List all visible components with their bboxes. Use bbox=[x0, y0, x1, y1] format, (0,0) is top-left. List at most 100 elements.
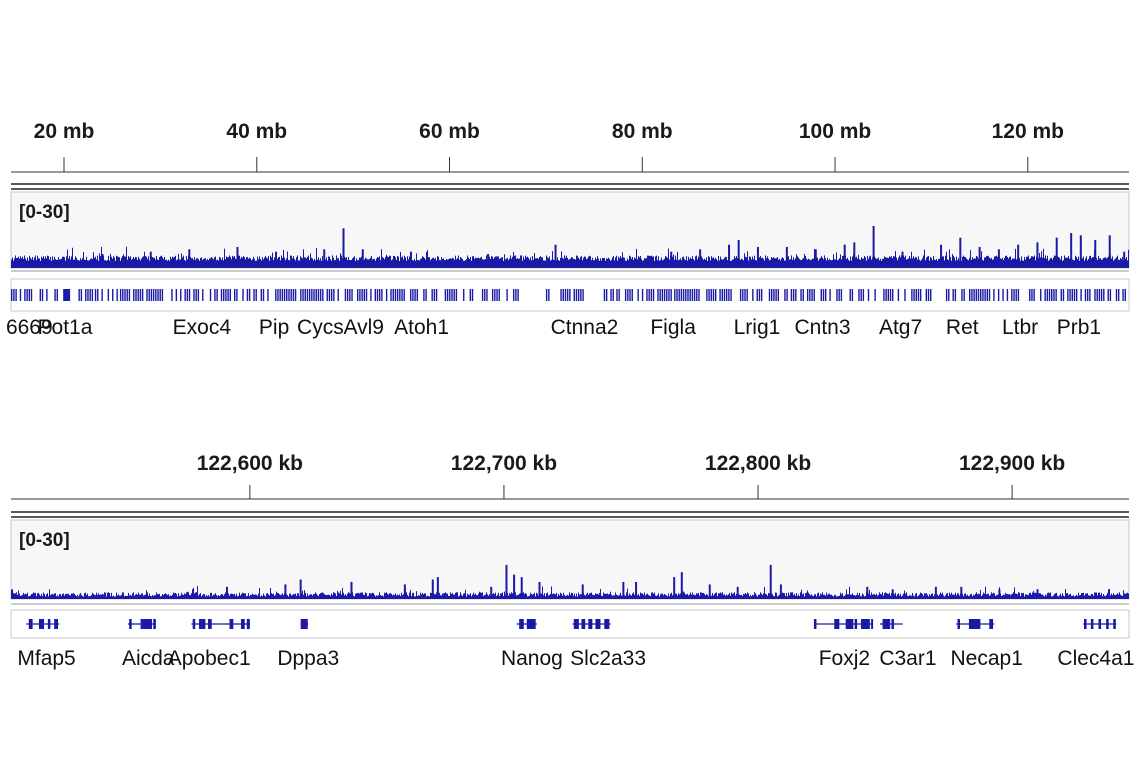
coverage-bin bbox=[434, 259, 435, 268]
coverage-bin bbox=[752, 594, 753, 599]
coverage-bin bbox=[33, 260, 34, 268]
coverage-bin bbox=[72, 247, 73, 268]
gene-feature-mark bbox=[491, 289, 494, 301]
coverage-bin bbox=[14, 593, 15, 599]
coverage-bin bbox=[299, 260, 300, 268]
gene-feature-mark bbox=[1006, 289, 1009, 301]
gene-exon bbox=[845, 619, 854, 629]
coverage-bin bbox=[1030, 258, 1031, 268]
coverage-bin bbox=[269, 260, 270, 268]
signal-peak bbox=[1070, 233, 1073, 268]
gene-feature-mark bbox=[223, 289, 225, 301]
coverage-bin bbox=[107, 592, 108, 599]
coverage-bin bbox=[495, 592, 496, 599]
coverage-bin bbox=[703, 259, 704, 268]
coverage-bin bbox=[794, 259, 795, 268]
gene-feature-mark bbox=[1107, 289, 1109, 301]
coverage-bin bbox=[822, 592, 823, 599]
coverage-bin bbox=[609, 593, 610, 599]
coverage-bin bbox=[696, 255, 697, 268]
coverage-bin bbox=[140, 260, 141, 268]
coverage-bin bbox=[28, 260, 29, 268]
coverage-bin bbox=[692, 592, 693, 599]
coverage-bin bbox=[1065, 257, 1066, 268]
coverage-bin bbox=[157, 259, 158, 268]
coverage-bin bbox=[81, 594, 82, 599]
coverage-bin bbox=[17, 257, 18, 268]
coverage-bin bbox=[470, 256, 471, 268]
coverage-bin bbox=[601, 260, 602, 268]
coverage-bin bbox=[469, 594, 470, 599]
coverage-bin bbox=[615, 257, 616, 268]
coverage-bin bbox=[378, 257, 379, 268]
coverage-bin bbox=[566, 255, 567, 268]
gene-feature-mark bbox=[641, 289, 644, 301]
coverage-bin bbox=[1124, 593, 1125, 599]
coverage-bin bbox=[1047, 255, 1048, 268]
coverage-bin bbox=[591, 592, 592, 599]
coverage-bin bbox=[281, 255, 282, 268]
coverage-bin bbox=[777, 257, 778, 268]
coverage-bin bbox=[200, 593, 201, 599]
gene-feature-mark bbox=[379, 289, 381, 301]
coverage-bin bbox=[827, 257, 828, 268]
coverage-bin bbox=[828, 593, 829, 599]
coverage-bin bbox=[722, 592, 723, 599]
gene-label: Dppa3 bbox=[277, 647, 339, 670]
coverage-bin bbox=[141, 593, 142, 599]
coverage-bin bbox=[992, 259, 993, 268]
coverage-bin bbox=[1014, 587, 1015, 599]
coverage-bin bbox=[608, 257, 609, 268]
gene-feature-mark bbox=[425, 289, 427, 301]
coverage-bin bbox=[545, 260, 546, 268]
coverage-bin bbox=[144, 251, 145, 268]
coverage-bin bbox=[829, 258, 830, 268]
coverage-bin bbox=[714, 594, 715, 599]
gene-feature-mark bbox=[370, 289, 372, 301]
coverage-bin bbox=[210, 592, 211, 599]
coverage-bin bbox=[932, 593, 933, 599]
coverage-bin bbox=[705, 259, 706, 268]
coverage-bin bbox=[646, 594, 647, 599]
coverage-bin bbox=[1061, 256, 1062, 268]
coverage-bin bbox=[51, 260, 52, 268]
coverage-bin bbox=[731, 260, 732, 268]
coverage-bin bbox=[370, 257, 371, 268]
coverage-bin bbox=[556, 592, 557, 599]
gene-feature-mark bbox=[171, 289, 173, 301]
gene-feature-mark bbox=[159, 289, 161, 301]
signal-peak bbox=[225, 586, 228, 599]
coverage-bin bbox=[191, 258, 192, 268]
gene-feature-mark bbox=[363, 289, 366, 301]
coverage-bin bbox=[449, 258, 450, 268]
gene-feature-mark bbox=[948, 289, 950, 301]
coverage-bin bbox=[129, 257, 130, 268]
gene-feature-mark bbox=[648, 289, 650, 301]
coverage-bin bbox=[579, 259, 580, 268]
coverage-bin bbox=[281, 594, 282, 599]
coverage-bin bbox=[1120, 257, 1121, 268]
coverage-bin bbox=[688, 256, 689, 268]
coverage-bin bbox=[724, 594, 725, 599]
coverage-bin bbox=[465, 259, 466, 268]
coverage-bin bbox=[623, 257, 624, 268]
coverage-bin bbox=[746, 594, 747, 599]
gene-feature-mark bbox=[652, 289, 655, 301]
coverage-bin bbox=[512, 256, 513, 268]
gene-feature-mark bbox=[512, 289, 515, 301]
coverage-bin bbox=[596, 259, 597, 268]
coverage-bin bbox=[307, 256, 308, 268]
coverage-bin bbox=[721, 593, 722, 599]
coverage-bin bbox=[900, 257, 901, 268]
coverage-bin bbox=[788, 256, 789, 268]
coverage-bin bbox=[985, 586, 986, 599]
coverage-bin bbox=[463, 593, 464, 599]
coverage-bin bbox=[519, 258, 520, 268]
coverage-bin bbox=[24, 255, 25, 268]
gene-feature-mark bbox=[506, 289, 508, 301]
coverage-bin bbox=[709, 257, 710, 268]
coverage-bin bbox=[443, 593, 444, 599]
coverage-bin bbox=[583, 257, 584, 268]
coverage-bin bbox=[329, 256, 330, 268]
coverage-bin bbox=[817, 593, 818, 599]
